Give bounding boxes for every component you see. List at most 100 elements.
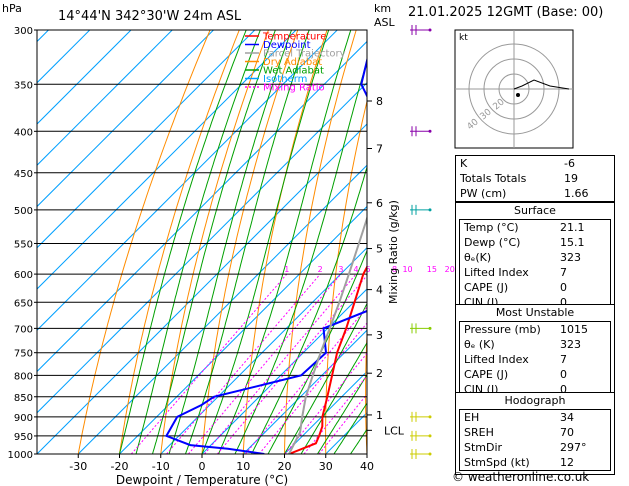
hodograph-stat-value: 297°	[560, 441, 587, 454]
surface-label: Temp (°C)	[464, 221, 519, 234]
wet-adiabat-line	[267, 249, 367, 454]
isotherm-line	[77, 164, 367, 454]
surface-table: Surface Temp (°C) 21.1 Dewp (°C) 15.1 θₑ(K) 3…	[455, 202, 615, 315]
chart-series	[164, 56, 367, 454]
temp-tick-label: -20	[111, 460, 129, 473]
temperature-series	[288, 264, 367, 454]
most-unstable-row: Lifted Index 7	[460, 352, 610, 367]
hodograph-stat-label: EH	[464, 411, 480, 424]
surface-label: θₑ(K)	[464, 251, 492, 264]
hodograph-table: Hodograph EH 34 SREH 70 StmDir 297° StmSpd (kt…	[455, 392, 615, 475]
index-label: PW (cm)	[460, 187, 507, 200]
most-unstable-row: Pressure (mb) 1015	[460, 322, 610, 337]
legend-label: Temperature	[262, 32, 326, 43]
mixing-ratio-label: 10	[402, 265, 412, 274]
surface-row: θₑ(K) 323	[460, 250, 610, 265]
index-value: 1.66	[564, 187, 589, 200]
surface-row: Lifted Index 7	[460, 265, 610, 280]
pressure-tick-label: 500	[14, 206, 33, 217]
isotherm-line	[37, 123, 367, 454]
hodograph-stat-label: StmDir	[464, 441, 503, 454]
wind-barb-dot	[428, 129, 432, 133]
mixing-ratio-label: 3	[338, 265, 343, 274]
temp-tick-label: 40	[360, 460, 374, 473]
isotherm-line	[37, 40, 367, 373]
pressure-tick-label: 750	[14, 349, 33, 360]
dry-adiabat-line	[119, 30, 240, 454]
lcl-label: LCL	[384, 424, 405, 437]
temp-tick-label: 10	[236, 460, 250, 473]
most-unstable-label: θₑ (K)	[464, 338, 495, 351]
hodograph-stat-label: StmSpd (kt)	[464, 456, 530, 469]
asl-label: ASL	[374, 16, 396, 29]
mixing-ratio-label: 8	[392, 265, 397, 274]
pressure-tick-label: 850	[14, 393, 33, 404]
most-unstable-value: 323	[560, 338, 581, 351]
surface-row: Dewp (°C) 15.1	[460, 235, 610, 250]
altitude-tick-label: 7	[376, 142, 383, 155]
hodograph-trace	[513, 79, 570, 90]
isotherm-line	[37, 30, 132, 125]
hodograph-stat-value: 70	[560, 426, 574, 439]
surface-value: 323	[560, 251, 581, 264]
altitude-tick-label: 5	[376, 243, 383, 256]
hodograph-title: Hodograph	[504, 394, 566, 407]
dry-adiabat-line	[614, 30, 629, 454]
km-label: km	[374, 2, 391, 15]
mixing-ratio-label: 4	[354, 265, 359, 274]
credit-text: © weatheronline.co.uk	[452, 470, 590, 484]
pressure-tick-label: 900	[14, 413, 33, 424]
isotherm-line	[37, 30, 297, 290]
surface-value: 21.1	[560, 221, 585, 234]
most-unstable-label: Lifted Index	[464, 353, 529, 366]
pressure-tick-label: 800	[14, 371, 33, 382]
isotherm-line	[160, 247, 367, 454]
mixing-ratio-label: 20	[445, 265, 455, 274]
altitude-tick-label: 2	[376, 367, 383, 380]
pressure-tick-label: 550	[14, 239, 33, 250]
hodograph-stat-value: 12	[560, 456, 574, 469]
altitude-tick-label: 4	[376, 284, 383, 297]
parcel-trajectory-series	[288, 215, 367, 454]
mixing-ratio-label: 1	[284, 265, 289, 274]
hodograph-stat-row: StmSpd (kt) 12	[460, 455, 610, 470]
pressure-tick-label: 700	[14, 324, 33, 335]
most-unstable-value: 0	[560, 368, 567, 381]
wind-barb-dot	[428, 415, 432, 419]
hodograph-unit-label: kt	[459, 33, 468, 43]
surface-row: CAPE (J) 0	[460, 280, 610, 295]
altitude-tick-label: 3	[376, 329, 383, 342]
mixing-ratio-line	[284, 352, 367, 454]
most-unstable-rows: Pressure (mb) 1015 θₑ (K) 323 Lifted Index 7 C…	[459, 321, 611, 398]
hodograph-rows: EH 34 SREH 70 StmDir 297° StmSpd (kt) 12	[459, 409, 611, 471]
index-label: Totals Totals	[460, 172, 527, 185]
most-unstable-label: Pressure (mb)	[464, 323, 541, 336]
temp-tick-label: -10	[152, 460, 170, 473]
wind-barb-dot	[428, 28, 432, 32]
isotherm-line	[37, 30, 214, 208]
surface-label: Lifted Index	[464, 266, 529, 279]
pressure-tick-label: 950	[14, 432, 33, 443]
pressure-tick-label: 600	[14, 270, 33, 281]
index-label: K	[460, 157, 468, 170]
most-unstable-table: Most Unstable Pressure (mb) 1015 θₑ (K) 323…	[455, 304, 615, 402]
isotherm-line	[37, 30, 338, 331]
pressure-tick-label: 400	[14, 127, 33, 138]
surface-value: 7	[560, 266, 567, 279]
wind-barb-dot	[428, 434, 432, 438]
dry-adiabat-line	[365, 324, 367, 454]
temp-tick-label: 20	[278, 460, 292, 473]
most-unstable-row: CAPE (J) 0	[460, 367, 610, 382]
most-unstable-label: CAPE (J)	[464, 368, 509, 381]
altitude-tick-label: 1	[376, 409, 383, 422]
indices-rows: K -6 Totals Totals 19 PW (cm) 1.66	[456, 156, 614, 201]
legend-label: Dry Adiabat	[263, 57, 322, 68]
hodograph-stat-row: EH 34	[460, 410, 610, 425]
legend-label: Parcel Trajectory	[263, 49, 346, 60]
isotherm-line	[37, 30, 173, 166]
surface-title: Surface	[514, 204, 556, 217]
surface-value: 0	[560, 296, 567, 309]
pressure-tick-label: 450	[14, 169, 33, 180]
wet-adiabat-line	[300, 341, 367, 454]
